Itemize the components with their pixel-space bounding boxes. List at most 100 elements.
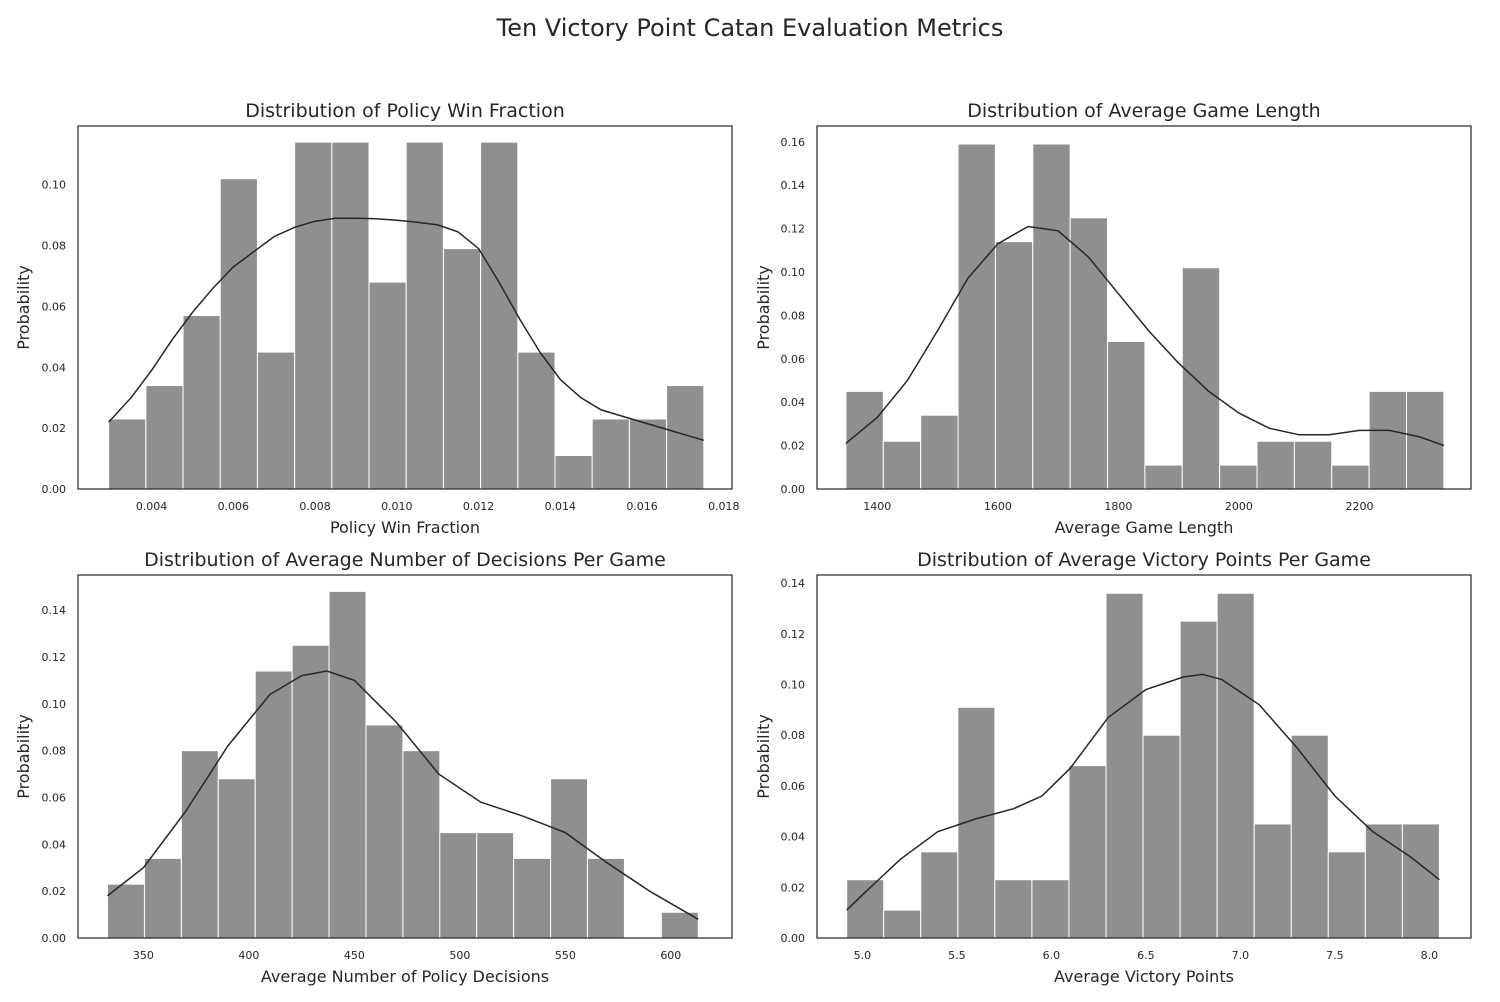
plot-frame [816, 574, 1472, 939]
y-tick-label: 0.14 [42, 604, 67, 617]
x-tick-label: 0.004 [136, 500, 168, 513]
histogram-bar [217, 778, 256, 939]
histogram-bar [1368, 390, 1408, 490]
x-tick-label: 400 [238, 949, 259, 962]
x-tick-label: 0.010 [381, 500, 413, 513]
histogram-bar [1069, 217, 1109, 490]
histogram-bar [628, 418, 668, 490]
y-tick-label: 0.00 [781, 932, 806, 945]
histogram-bar [1327, 851, 1366, 939]
histogram-bar [145, 385, 184, 490]
chart-title: Distribution of Average Game Length [967, 100, 1320, 122]
y-tick-label: 0.00 [42, 932, 67, 945]
histogram-bar [883, 909, 922, 939]
y-tick-label: 0.00 [781, 483, 806, 496]
y-tick-label: 0.14 [781, 577, 806, 590]
y-tick-label: 0.04 [42, 838, 67, 851]
histogram-bar [1144, 464, 1183, 490]
x-tick-label: 2000 [1225, 500, 1253, 513]
histogram-bar [1181, 267, 1221, 490]
histogram-bar [1032, 143, 1071, 490]
histogram-bar [920, 851, 959, 939]
chart-average-decisions: Distribution of Average Number of Decisi… [14, 549, 733, 986]
histogram-bar [994, 879, 1033, 939]
y-tick-label: 0.02 [781, 440, 806, 453]
chart-average-victory-points: Distribution of Average Victory Points P… [754, 549, 1472, 986]
chart-average-game-length: Distribution of Average Game Length 1400 1… [754, 100, 1472, 537]
y-axis-label: Probability [754, 265, 773, 350]
x-tick-label: 6.5 [1137, 949, 1155, 962]
histogram-bar [957, 143, 996, 490]
y-tick-label: 0.00 [42, 483, 67, 496]
histogram-bar [331, 141, 370, 490]
x-axis-label: Average Game Length [1055, 518, 1234, 537]
histogram-bar [1290, 734, 1329, 939]
chart-title: Distribution of Average Number of Decisi… [144, 549, 666, 571]
x-tick-label: 1400 [863, 500, 891, 513]
x-tick-label: 0.008 [299, 500, 331, 513]
y-tick-label: 0.10 [781, 266, 806, 279]
histogram-bar [1179, 620, 1218, 939]
histogram-bar [254, 670, 293, 939]
y-tick-label: 0.06 [781, 780, 806, 793]
x-axis-label: Policy Win Fraction [330, 518, 480, 537]
x-tick-label: 7.5 [1326, 949, 1344, 962]
histogram-bar [845, 390, 884, 490]
histogram-bar [480, 141, 519, 490]
histogram-bar [402, 750, 441, 939]
kde-line [107, 670, 699, 920]
histogram-bar [294, 141, 333, 490]
x-tick-label: 0.006 [218, 500, 250, 513]
x-axis-label: Average Number of Policy Decisions [261, 967, 549, 986]
histogram-bar [1031, 879, 1070, 939]
histogram-bar [1107, 340, 1146, 490]
histogram-bar [1142, 734, 1181, 939]
chart-panel-average-victory-points: Distribution of Average Victory Points P… [740, 538, 1500, 998]
y-tick-label: 0.08 [42, 240, 67, 253]
histogram-bar [1401, 823, 1440, 939]
y-tick-label: 0.06 [42, 300, 67, 313]
x-tick-label: 5.5 [948, 949, 966, 962]
y-axis-label: Probability [754, 714, 773, 799]
plot-frame [77, 574, 733, 939]
chart-title: Distribution of Policy Win Fraction [245, 100, 565, 122]
histogram-bar [1219, 464, 1258, 490]
histogram-bar [513, 857, 552, 939]
plot-frame [816, 125, 1472, 490]
y-axis-label: Probability [14, 714, 33, 799]
histogram-bar [1406, 390, 1445, 490]
kde-line [108, 217, 705, 442]
x-tick-label: 500 [449, 949, 470, 962]
histogram-bar [182, 315, 221, 490]
x-tick-label: 0.014 [545, 500, 577, 513]
histogram-bar [517, 351, 556, 490]
y-tick-label: 0.14 [781, 179, 806, 192]
histogram-bar [554, 455, 593, 490]
kde-line [845, 225, 1445, 447]
histogram-bar [920, 414, 959, 490]
histogram-bar [328, 590, 367, 939]
kde-line [846, 673, 1440, 911]
histogram-bar [143, 857, 182, 939]
y-tick-label: 0.06 [42, 791, 67, 804]
histogram-bar [550, 778, 588, 939]
chart-panel-policy-win-fraction: Distribution of Policy Win Fraction 0.004… [0, 90, 750, 550]
y-tick-label: 0.12 [781, 628, 806, 641]
figure-title: Ten Victory Point Catan Evaluation Metri… [496, 14, 1004, 42]
x-tick-label: 1800 [1104, 500, 1132, 513]
chart-panel-average-game-length: Distribution of Average Game Length 1400 1… [740, 90, 1500, 550]
y-tick-label: 0.04 [781, 831, 806, 844]
x-tick-label: 6.0 [1043, 949, 1061, 962]
x-tick-label: 0.012 [463, 500, 495, 513]
histogram-bar [108, 418, 147, 490]
x-tick-label: 350 [133, 949, 154, 962]
histogram-bar [1256, 440, 1295, 490]
y-tick-label: 0.10 [42, 698, 67, 711]
chart-policy-win-fraction: Distribution of Policy Win Fraction 0.004… [14, 100, 740, 537]
histogram-bar [476, 832, 515, 939]
x-tick-label: 450 [344, 949, 365, 962]
histogram-bar [1293, 440, 1333, 490]
y-tick-label: 0.10 [781, 679, 806, 692]
histogram-bar [591, 418, 630, 490]
y-tick-label: 0.08 [781, 729, 806, 742]
